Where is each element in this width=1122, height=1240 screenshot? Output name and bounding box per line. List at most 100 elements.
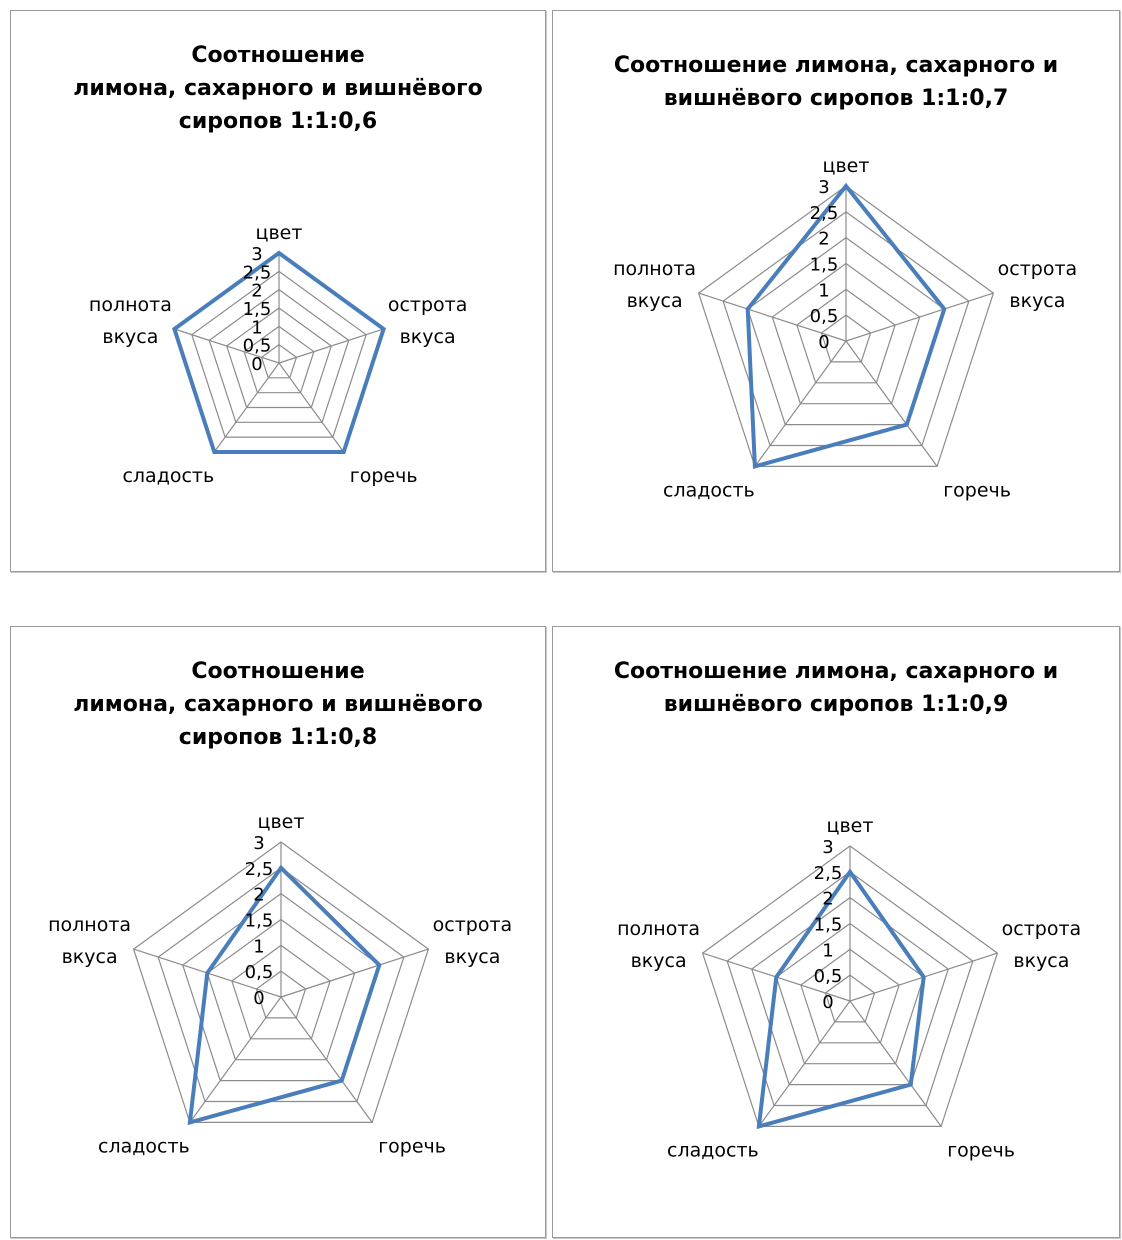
tick-label: 2	[253, 885, 264, 906]
grid-ring	[182, 892, 380, 1082]
category-label: сладость	[98, 1135, 190, 1157]
tick-label: 2,5	[814, 863, 843, 884]
grid-ring	[255, 970, 307, 1019]
series-line	[756, 868, 926, 1130]
tick-label: 1,5	[810, 255, 839, 276]
tick-label: 1,5	[814, 915, 843, 936]
category-label: горечь	[947, 1139, 1015, 1161]
tick-label: 1,5	[243, 299, 272, 320]
category-label: полнота вкуса	[89, 294, 172, 348]
tick-label: 3	[818, 177, 829, 198]
chart-panel-4: Соотношение лимона, сахарного и вишнёвог…	[552, 626, 1120, 1238]
chart-panel-1: Соотношение лимона, сахарного и вишнёвог…	[10, 10, 546, 572]
grid-ring	[747, 236, 945, 426]
tick-label: 0	[253, 988, 264, 1009]
tick-label: 3	[253, 833, 264, 854]
grid-ring	[206, 918, 356, 1061]
tick-label: 2	[251, 281, 262, 302]
grid-ring	[132, 841, 430, 1123]
category-label: горечь	[378, 1135, 446, 1157]
axis-spoke	[845, 292, 994, 342]
axis-spoke	[213, 362, 280, 453]
series-line	[745, 182, 947, 469]
grid-ring	[697, 185, 995, 467]
axis-spoke	[174, 328, 280, 364]
grid-ring	[771, 262, 921, 405]
category-label: сладость	[663, 479, 755, 501]
category-label: цвет	[256, 222, 303, 244]
chart-title: Соотношение лимона, сахарного и вишнёвог…	[613, 53, 1059, 111]
tick-label: 2,5	[810, 203, 839, 224]
tick-label: 2,5	[245, 859, 274, 880]
axis-spoke	[845, 340, 938, 467]
tick-label: 0	[822, 992, 833, 1013]
series-line	[187, 864, 382, 1126]
grid-ring	[726, 871, 974, 1107]
category-label: горечь	[943, 479, 1011, 501]
tick-label: 3	[822, 837, 833, 858]
grid-ring	[191, 270, 367, 438]
chart-panel-2: Соотношение лимона, сахарного и вишнёвог…	[552, 10, 1120, 572]
category-label: цвет	[258, 811, 305, 833]
tick-label: 1	[822, 940, 833, 961]
tick-label: 2,5	[243, 262, 272, 283]
category-label: острота вкуса	[998, 258, 1078, 312]
tick-label: 1,5	[245, 911, 274, 932]
axis-spoke	[189, 996, 282, 1123]
grid-ring	[208, 288, 350, 423]
axis-spoke	[754, 340, 847, 467]
axis-spoke	[758, 1000, 851, 1127]
tick-label: 1	[253, 936, 264, 957]
grid-ring	[701, 845, 999, 1127]
grid-ring	[243, 325, 315, 394]
tick-label: 2	[818, 229, 829, 250]
grid-ring	[751, 896, 949, 1086]
axis-spoke	[280, 996, 373, 1123]
axis-spoke	[280, 948, 429, 998]
category-label: острота вкуса	[433, 914, 513, 968]
grid-ring	[800, 948, 900, 1044]
category-label: полнота вкуса	[613, 258, 696, 312]
category-label: острота вкуса	[1002, 918, 1082, 972]
category-label: цвет	[827, 815, 874, 837]
grid-ring	[820, 314, 872, 363]
axis-spoke	[278, 362, 345, 453]
category-label: цвет	[823, 155, 870, 177]
tick-label: 2	[822, 889, 833, 910]
grid-ring	[722, 211, 970, 447]
tick-label: 1	[251, 317, 262, 338]
grid-ring	[775, 922, 925, 1065]
chart-title: Соотношение лимона, сахарного и вишнёвог…	[73, 43, 483, 134]
tick-label: 0,5	[245, 962, 274, 983]
category-label: острота вкуса	[388, 294, 468, 348]
tick-label: 3	[251, 244, 262, 265]
tick-label: 0,5	[243, 336, 272, 357]
axis-spoke	[698, 292, 847, 342]
chart-title: Соотношение лимона, сахарного и вишнёвог…	[73, 659, 483, 750]
grid-ring	[796, 288, 896, 384]
axis-spoke	[849, 1000, 942, 1127]
category-label: горечь	[350, 465, 418, 487]
grid-ring	[157, 867, 405, 1103]
chart-title: Соотношение лимона, сахарного и вишнёвог…	[613, 659, 1059, 717]
axis-spoke	[278, 328, 384, 364]
grid-ring	[225, 307, 333, 409]
tick-label: 0,5	[810, 306, 839, 327]
grid-ring	[824, 974, 876, 1023]
tick-label: 0	[251, 354, 262, 375]
tick-label: 0,5	[814, 966, 843, 987]
category-label: полнота вкуса	[48, 914, 131, 968]
grid-ring	[260, 343, 298, 379]
chart-panel-3: Соотношение лимона, сахарного и вишнёвог…	[10, 626, 546, 1238]
category-label: сладость	[122, 465, 214, 487]
category-label: полнота вкуса	[617, 918, 700, 972]
tick-label: 1	[818, 280, 829, 301]
tick-label: 0	[818, 332, 829, 353]
series-line	[172, 250, 386, 454]
category-label: сладость	[667, 1139, 759, 1161]
grid-ring	[231, 944, 331, 1040]
